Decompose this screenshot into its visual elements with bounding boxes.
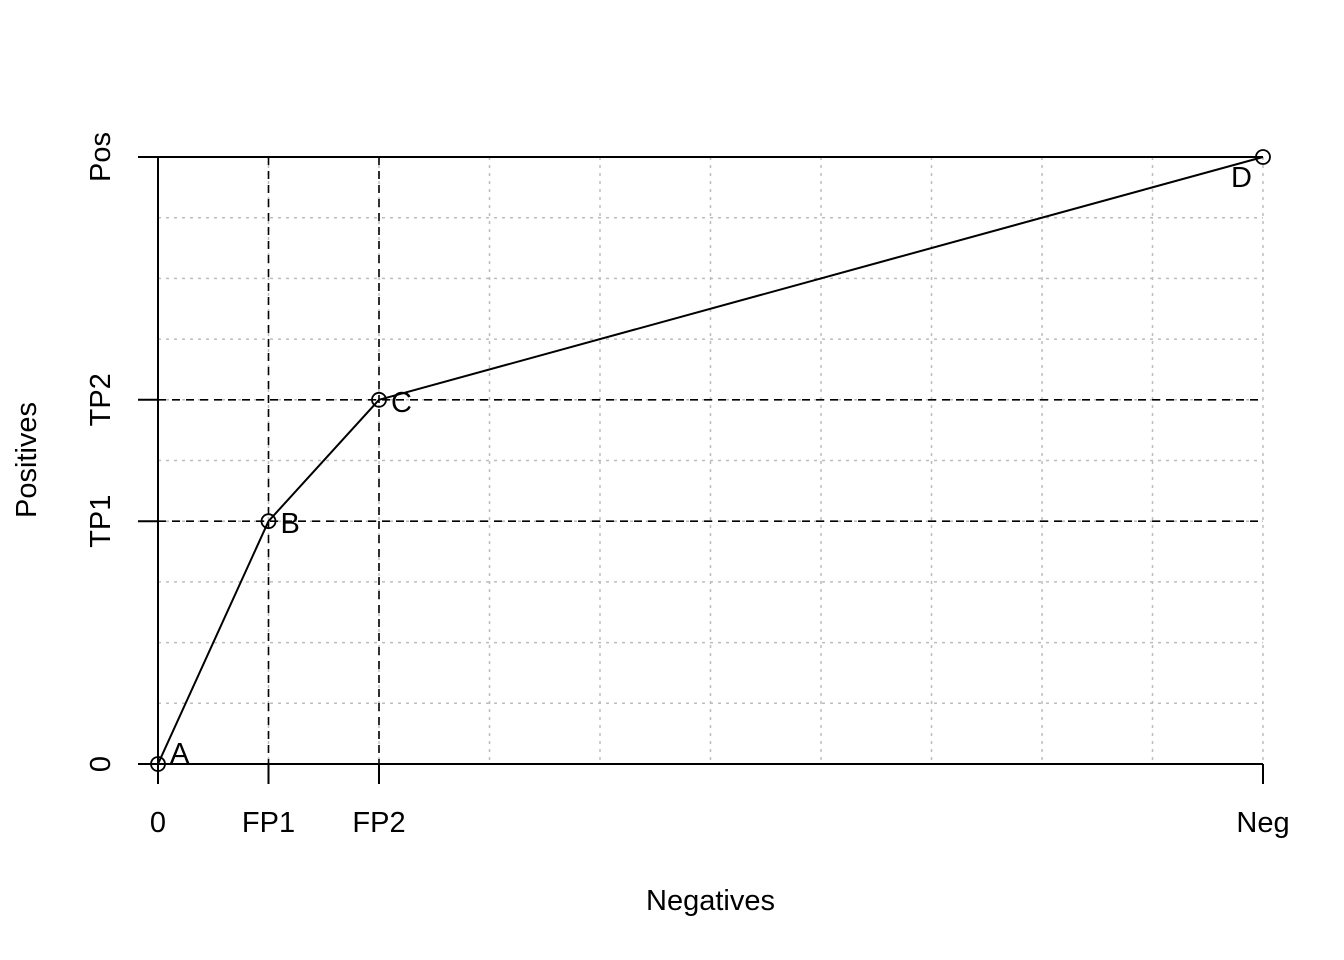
axes <box>138 156 1263 765</box>
roc-point <box>260 513 277 530</box>
x-axis-ticks: 0 FP1 FP2 Neg <box>150 764 1290 839</box>
y-axis-ticks: 0 TP1 TP2 Pos <box>85 132 158 772</box>
y-axis-title: Positives <box>11 402 43 518</box>
roc-points: A B C D <box>150 149 1271 772</box>
point-label: D <box>1231 162 1252 194</box>
roc-point <box>1255 149 1271 165</box>
x-tick-label: 0 <box>150 807 166 839</box>
point-label: C <box>391 387 412 419</box>
roc-curve <box>157 156 1264 765</box>
x-tick-label: Neg <box>1236 807 1289 839</box>
y-tick-label: 0 <box>85 756 117 772</box>
y-tick-label: TP2 <box>85 373 117 426</box>
point-label: A <box>170 738 190 770</box>
point-label: B <box>281 508 300 540</box>
roc-point <box>371 391 387 408</box>
x-tick-label: FP1 <box>242 807 295 839</box>
y-tick-label: TP1 <box>85 495 117 548</box>
y-tick-label: Pos <box>85 132 117 182</box>
x-tick-label: FP2 <box>352 807 405 839</box>
roc-point <box>150 756 166 772</box>
x-axis-title: Negatives <box>646 885 775 917</box>
reference-lines <box>158 157 1263 764</box>
